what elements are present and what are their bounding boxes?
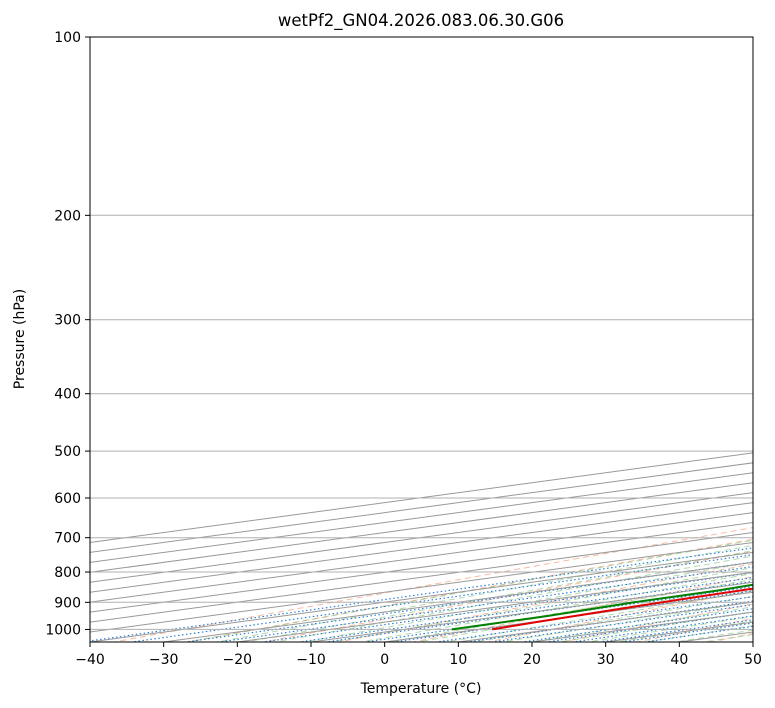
y-tick-label: 200 xyxy=(54,208,81,224)
mixing-ratio-line xyxy=(542,611,753,642)
isotherm-line xyxy=(90,452,753,543)
x-axis: −40 −30 −20 −10 0 10 20 30 40 50 xyxy=(75,642,762,668)
chart-title: wetPf2_GN04.2026.083.06.30.G06 xyxy=(278,11,564,31)
isotherm-line xyxy=(90,472,753,563)
mixing-ratio-line xyxy=(518,608,753,642)
y-tick-label: 600 xyxy=(54,491,81,507)
mixing-ratio-line xyxy=(488,603,753,642)
plot-frame xyxy=(89,36,754,643)
y-tick-label: 1000 xyxy=(45,622,81,638)
x-tick-label: 20 xyxy=(523,652,541,668)
y-tick-label: 400 xyxy=(54,387,81,403)
x-tick-label: 30 xyxy=(597,652,615,668)
x-tick-label: −10 xyxy=(296,652,326,668)
isotherm-line xyxy=(90,492,753,583)
x-tick-label: 40 xyxy=(670,652,688,668)
x-axis-label: Temperature (°C) xyxy=(360,681,482,697)
y-tick-label: 500 xyxy=(54,444,81,460)
isotherm-line xyxy=(90,482,753,573)
y-tick-label: 800 xyxy=(54,565,81,581)
x-tick-label: 10 xyxy=(449,652,467,668)
isotherm-line xyxy=(90,531,753,623)
y-axis-label: Pressure (hPa) xyxy=(12,289,28,389)
y-tick-label: 900 xyxy=(54,595,81,611)
x-tick-label: −30 xyxy=(149,652,179,668)
x-tick-label: −40 xyxy=(75,652,105,668)
isotherm-line xyxy=(90,512,753,603)
x-tick-label: 0 xyxy=(380,652,389,668)
y-tick-label: 700 xyxy=(54,531,81,547)
isotherm-line xyxy=(90,462,753,553)
mixing-ratio-line xyxy=(568,615,753,642)
mixing-ratio-line xyxy=(127,554,753,642)
pressure-gridlines xyxy=(90,37,753,630)
y-axis: 1000 900 800 700 600 500 400 300 200 100 xyxy=(45,30,90,638)
isotherms xyxy=(90,452,753,642)
isotherm-line xyxy=(90,522,753,613)
x-tick-label: −20 xyxy=(223,652,253,668)
y-tick-label: 100 xyxy=(54,30,81,46)
mixing-ratio-line xyxy=(90,547,753,642)
y-tick-label: 300 xyxy=(54,313,81,329)
isotherm-line xyxy=(90,502,753,593)
plot-area: 0.10.20.40.611.52346810131620253036-100-… xyxy=(90,37,753,642)
x-tick-label: 50 xyxy=(744,652,762,668)
